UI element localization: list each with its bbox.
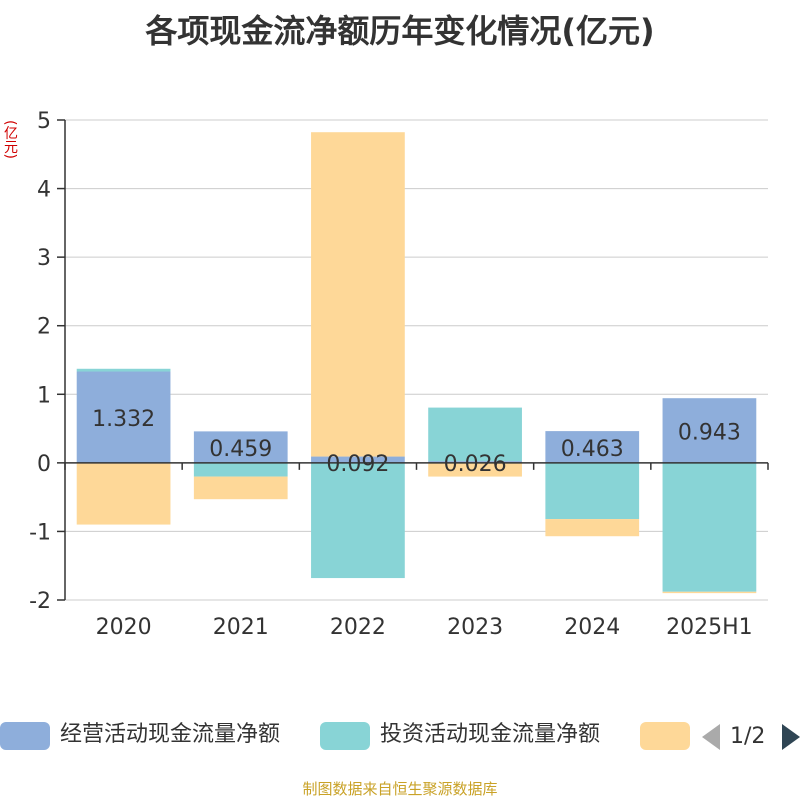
x-category-label: 2022	[330, 615, 386, 640]
bar-financing-2024	[545, 519, 640, 537]
data-label-operating: 0.943	[678, 421, 741, 446]
y-axis-unit-label: (亿元)	[2, 120, 18, 159]
y-tick-label: -2	[29, 589, 51, 614]
data-source-note: 制图数据来自恒生聚源数据库	[302, 780, 498, 798]
y-tick-label: 2	[37, 315, 51, 340]
legend-label-operating: 经营活动现金流量净额	[60, 722, 281, 747]
bar-operating-2022	[311, 456, 405, 463]
legend-swatch-operating	[0, 722, 50, 750]
bar-operating-2024	[545, 431, 640, 463]
y-tick-label: -1	[29, 520, 51, 545]
data-label-operating: 0.459	[209, 437, 272, 462]
x-category-label: 2024	[564, 615, 620, 640]
legend-pager: 1/2	[700, 716, 800, 756]
bar-financing-2025H1	[662, 591, 757, 594]
stacked-bar-chart: -2 -1 0 1 2 3 4 5 1.332 0.459 0.092 0.026 0.463 0.943…	[29, 109, 769, 640]
legend: 经营活动现金流量净额 投资活动现金流量净额 1/2	[0, 716, 800, 756]
legend-swatch-financing	[640, 722, 690, 750]
bar-investing-2025H1	[662, 462, 757, 592]
bar-operating-2025H1	[662, 398, 757, 463]
x-category-label: 2023	[447, 615, 503, 640]
bar-investing-2023	[428, 407, 522, 462]
bar-operating-2020	[76, 371, 171, 463]
chart-title: 各项现金流净额历年变化情况(亿元)	[145, 12, 655, 50]
bar-financing-2020	[76, 462, 171, 525]
bar-financing-2021	[193, 476, 288, 500]
legend-next-arrow-icon[interactable]	[782, 724, 800, 750]
data-label-operating: 1.332	[92, 407, 155, 432]
x-category-label: 2020	[96, 615, 152, 640]
bar-investing-2021	[193, 462, 288, 477]
legend-page-indicator: 1/2	[730, 724, 766, 749]
x-category-label: 2025H1	[666, 615, 753, 640]
y-tick-label: 0	[37, 452, 51, 477]
legend-label-investing: 投资活动现金流量净额	[380, 722, 601, 747]
bar-investing-2024	[545, 462, 640, 520]
y-tick-label: 1	[37, 383, 51, 408]
y-tick-label: 5	[37, 109, 51, 134]
data-label-operating: 0.463	[561, 437, 624, 462]
bar-operating-2023	[428, 461, 522, 463]
x-category-label: 2021	[213, 615, 269, 640]
bar-financing-2022	[311, 132, 405, 457]
y-tick-label: 4	[37, 178, 51, 203]
bar-operating-2021	[193, 431, 288, 463]
data-label-operating: 0.026	[444, 452, 507, 477]
legend-prev-arrow-icon[interactable]	[702, 724, 720, 750]
bar-investing-2022	[311, 462, 405, 579]
bar-financing-2023	[428, 462, 522, 477]
y-tick-label: 3	[37, 246, 51, 271]
data-label-operating: 0.092	[326, 452, 389, 477]
legend-swatch-investing	[320, 722, 370, 750]
bar-investing-2020	[76, 368, 171, 372]
